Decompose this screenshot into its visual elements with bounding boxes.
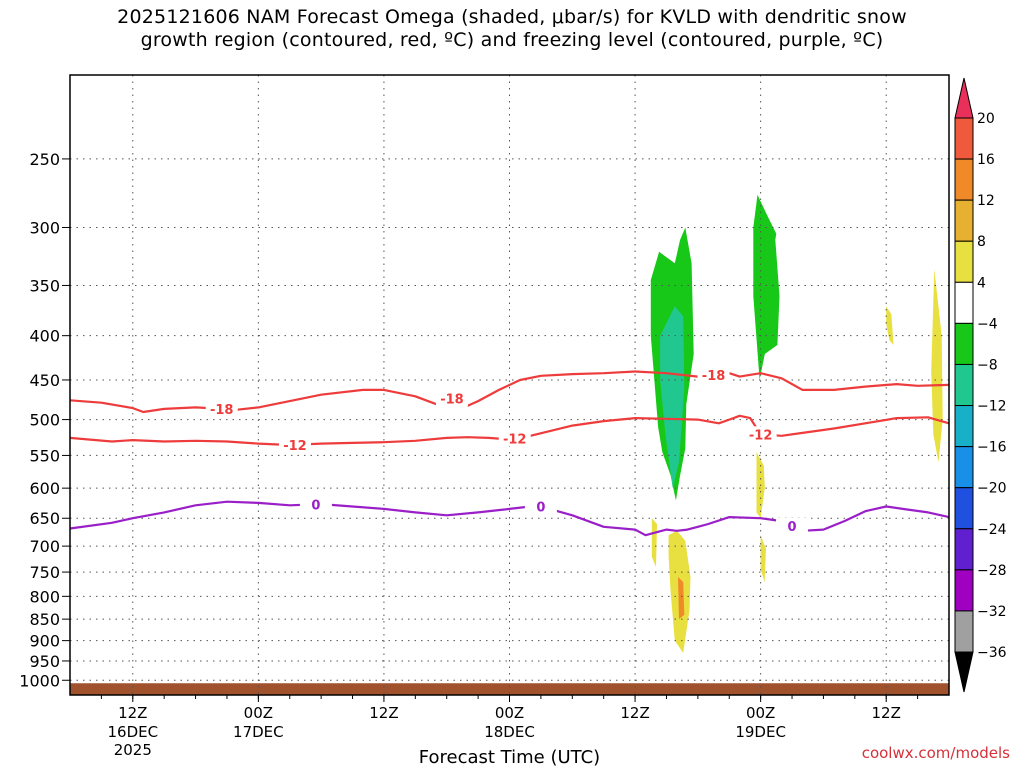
colorbar-label: 8 bbox=[977, 234, 986, 250]
colorbar-bin bbox=[954, 487, 974, 530]
contour-minus18-label-bg bbox=[435, 390, 468, 407]
colorbar-bin bbox=[954, 199, 974, 242]
title-line-2: growth region (contoured, red, ºC) and f… bbox=[140, 29, 884, 51]
omega-area-1 bbox=[660, 306, 685, 489]
contour-minus18-label: -18 bbox=[210, 403, 234, 418]
colorbar-bin bbox=[954, 281, 974, 324]
x-tick-year: 2025 bbox=[114, 741, 152, 759]
contour-freezing-line bbox=[69, 500, 950, 537]
x-tick-label: 00Z bbox=[495, 704, 524, 722]
y-tick-label: 550 bbox=[29, 446, 60, 465]
contour-minus12-label: -12 bbox=[283, 439, 307, 454]
omega-area-8 bbox=[886, 306, 894, 345]
contour-minus18-label-bg bbox=[697, 366, 730, 383]
contour-freezing-label: 0 bbox=[788, 520, 797, 535]
plot-frame bbox=[69, 74, 950, 696]
y-tick-label: 1000 bbox=[19, 671, 60, 690]
x-tick-date: 19DEC bbox=[735, 723, 786, 741]
contour-minus18: -18 -18 -18 bbox=[69, 366, 950, 418]
colorbar-label: 20 bbox=[977, 111, 995, 127]
contour-freezing-label: 0 bbox=[311, 498, 320, 513]
x-tick-label: 12Z bbox=[369, 704, 398, 722]
omega-area-2 bbox=[753, 194, 780, 380]
x-axis-label: Forecast Time (UTC) bbox=[419, 747, 600, 768]
colorbar-label: 12 bbox=[977, 193, 995, 209]
colorbar-label: 4 bbox=[977, 275, 986, 291]
colorbar-label: −12 bbox=[977, 399, 1007, 415]
colorbar-label: −4 bbox=[977, 316, 998, 332]
y-tick-label: 850 bbox=[29, 610, 60, 629]
colorbar: 20 16 12 8 4 −4 −8 −12 −16 −20 −24 −28 −32 −36 bbox=[954, 77, 1007, 693]
chart-title: 2025121606 NAM Forecast Omega (shaded, μ… bbox=[0, 6, 1024, 52]
omega-shading bbox=[650, 194, 943, 653]
y-tick-label: 650 bbox=[29, 509, 60, 528]
contour-minus12-label-bg bbox=[498, 430, 531, 447]
contour-minus12-line bbox=[69, 414, 950, 447]
y-tick-label: 700 bbox=[29, 537, 60, 556]
omega-area-9 bbox=[760, 535, 766, 582]
y-tick-label: 300 bbox=[29, 218, 60, 237]
y-tick-label: 800 bbox=[29, 587, 60, 606]
site-credit: coolwx.com/models bbox=[861, 744, 1010, 762]
omega-area-5 bbox=[651, 518, 657, 567]
y-tick-label: 600 bbox=[29, 479, 60, 498]
colorbar-bottom-arrow bbox=[954, 651, 974, 693]
colorbar-label: −28 bbox=[977, 563, 1007, 579]
x-tick-date: 18DEC bbox=[484, 723, 535, 741]
colorbar-label: −16 bbox=[977, 440, 1007, 456]
y-tick-label: 950 bbox=[29, 652, 60, 671]
x-tick-label: 12Z bbox=[118, 704, 147, 722]
y-tick-label: 450 bbox=[29, 371, 60, 390]
colorbar-label: −32 bbox=[977, 604, 1007, 620]
colorbar-bin bbox=[954, 117, 974, 160]
x-tick-label: 12Z bbox=[620, 704, 649, 722]
contour-minus12-label-bg bbox=[744, 426, 777, 443]
y-tick-label: 750 bbox=[29, 563, 60, 582]
colorbar-bin bbox=[954, 405, 974, 448]
omega-area-4 bbox=[678, 577, 685, 620]
omega-area-7 bbox=[931, 269, 943, 463]
colorbar-bin bbox=[954, 528, 974, 571]
colorbar-bin bbox=[954, 363, 974, 407]
y-tick-label: 900 bbox=[29, 632, 60, 651]
colorbar-label: −36 bbox=[977, 645, 1007, 661]
contour-minus12-label-bg bbox=[278, 436, 311, 453]
colorbar-bin bbox=[954, 446, 974, 489]
contour-freezing-label-bg bbox=[524, 498, 557, 515]
colorbar-bin bbox=[954, 158, 974, 201]
grid: 250 300 350 400 450 500 550 600 650 700 750 800 850 9… bbox=[19, 75, 949, 759]
colorbar-label: −24 bbox=[977, 522, 1007, 538]
x-tick-date: 16DEC bbox=[107, 723, 158, 741]
colorbar-label: 16 bbox=[977, 152, 995, 168]
contour-minus12-label: -12 bbox=[503, 432, 527, 447]
x-tick-label: 12Z bbox=[872, 704, 901, 722]
contour-minus12: -12 -12 -12 bbox=[69, 414, 950, 454]
terrain-surface bbox=[70, 683, 949, 695]
colorbar-bin bbox=[954, 322, 974, 365]
title-line-1: 2025121606 NAM Forecast Omega (shaded, μ… bbox=[117, 6, 907, 28]
contour-minus18-label: -18 bbox=[440, 393, 464, 408]
y-tick-label: 400 bbox=[29, 327, 60, 346]
x-tick-label: 00Z bbox=[746, 704, 775, 722]
y-tick-label: 250 bbox=[29, 150, 60, 169]
colorbar-label: −8 bbox=[977, 357, 998, 373]
colorbar-bin bbox=[954, 610, 974, 653]
colorbar-bin bbox=[954, 240, 974, 283]
x-tick-date: 17DEC bbox=[233, 723, 284, 741]
colorbar-top-arrow bbox=[954, 77, 974, 119]
contour-minus12-label: -12 bbox=[749, 428, 773, 443]
contour-minus18-label: -18 bbox=[702, 369, 726, 384]
contour-freezing-label-bg bbox=[776, 517, 809, 534]
colorbar-label: −20 bbox=[977, 481, 1007, 497]
contour-freezing-label: 0 bbox=[536, 500, 545, 515]
colorbar-bin bbox=[954, 569, 974, 612]
contour-minus18-label-bg bbox=[205, 400, 238, 417]
y-tick-label: 350 bbox=[29, 276, 60, 295]
x-tick-label: 00Z bbox=[244, 704, 273, 722]
contour-freezing-label-bg bbox=[299, 496, 332, 513]
contour-freezing: 0 0 0 bbox=[69, 496, 950, 537]
y-tick-label: 500 bbox=[29, 411, 60, 430]
